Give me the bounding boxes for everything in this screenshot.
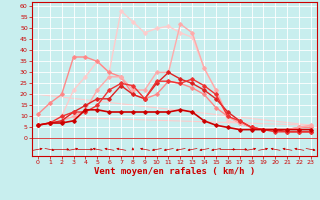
X-axis label: Vent moyen/en rafales ( km/h ): Vent moyen/en rafales ( km/h ) bbox=[94, 167, 255, 176]
